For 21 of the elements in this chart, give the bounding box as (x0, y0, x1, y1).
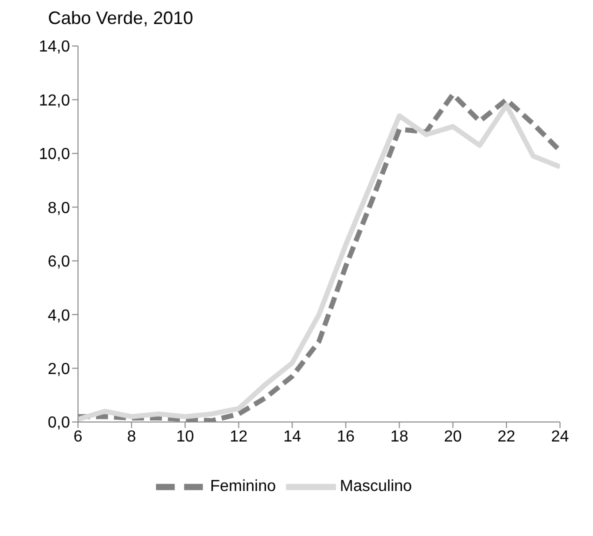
y-tick-label: 10,0 (38, 146, 70, 164)
y-tick-label: 0,0 (48, 414, 70, 432)
y-tick-label: 4,0 (48, 307, 70, 324)
x-tick-label: 16 (336, 428, 355, 446)
x-tick-label: 18 (390, 428, 408, 446)
x-tick-label: 8 (127, 428, 136, 446)
y-tick-label: 2,0 (48, 360, 70, 378)
y-tick-label: 6,0 (48, 254, 70, 271)
x-tick-label: 14 (283, 428, 302, 446)
x-tick-label: 22 (498, 428, 516, 446)
y-tick-label: 12,0 (38, 92, 70, 110)
chart-title: Cabo Verde, 2010 (48, 8, 194, 30)
x-tick-label: 24 (551, 428, 569, 446)
y-tick-label: 14,0 (38, 38, 70, 56)
x-tick-label: 10 (176, 428, 194, 446)
x-tick-label: 12 (230, 428, 248, 446)
y-tick-label: 8,0 (48, 200, 70, 217)
x-tick-label: 20 (444, 428, 462, 446)
legend-label: Feminino (210, 478, 276, 496)
legend-label: Masculino (340, 478, 412, 496)
x-tick-label: 6 (74, 428, 83, 446)
